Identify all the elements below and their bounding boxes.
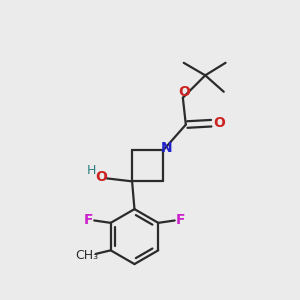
Text: N: N bbox=[161, 141, 173, 154]
Text: H: H bbox=[87, 164, 97, 177]
Text: F: F bbox=[176, 214, 185, 227]
Text: O: O bbox=[213, 116, 225, 130]
Text: CH₃: CH₃ bbox=[75, 249, 98, 262]
Text: O: O bbox=[178, 85, 190, 99]
Text: F: F bbox=[83, 214, 93, 227]
Text: O: O bbox=[95, 170, 107, 184]
